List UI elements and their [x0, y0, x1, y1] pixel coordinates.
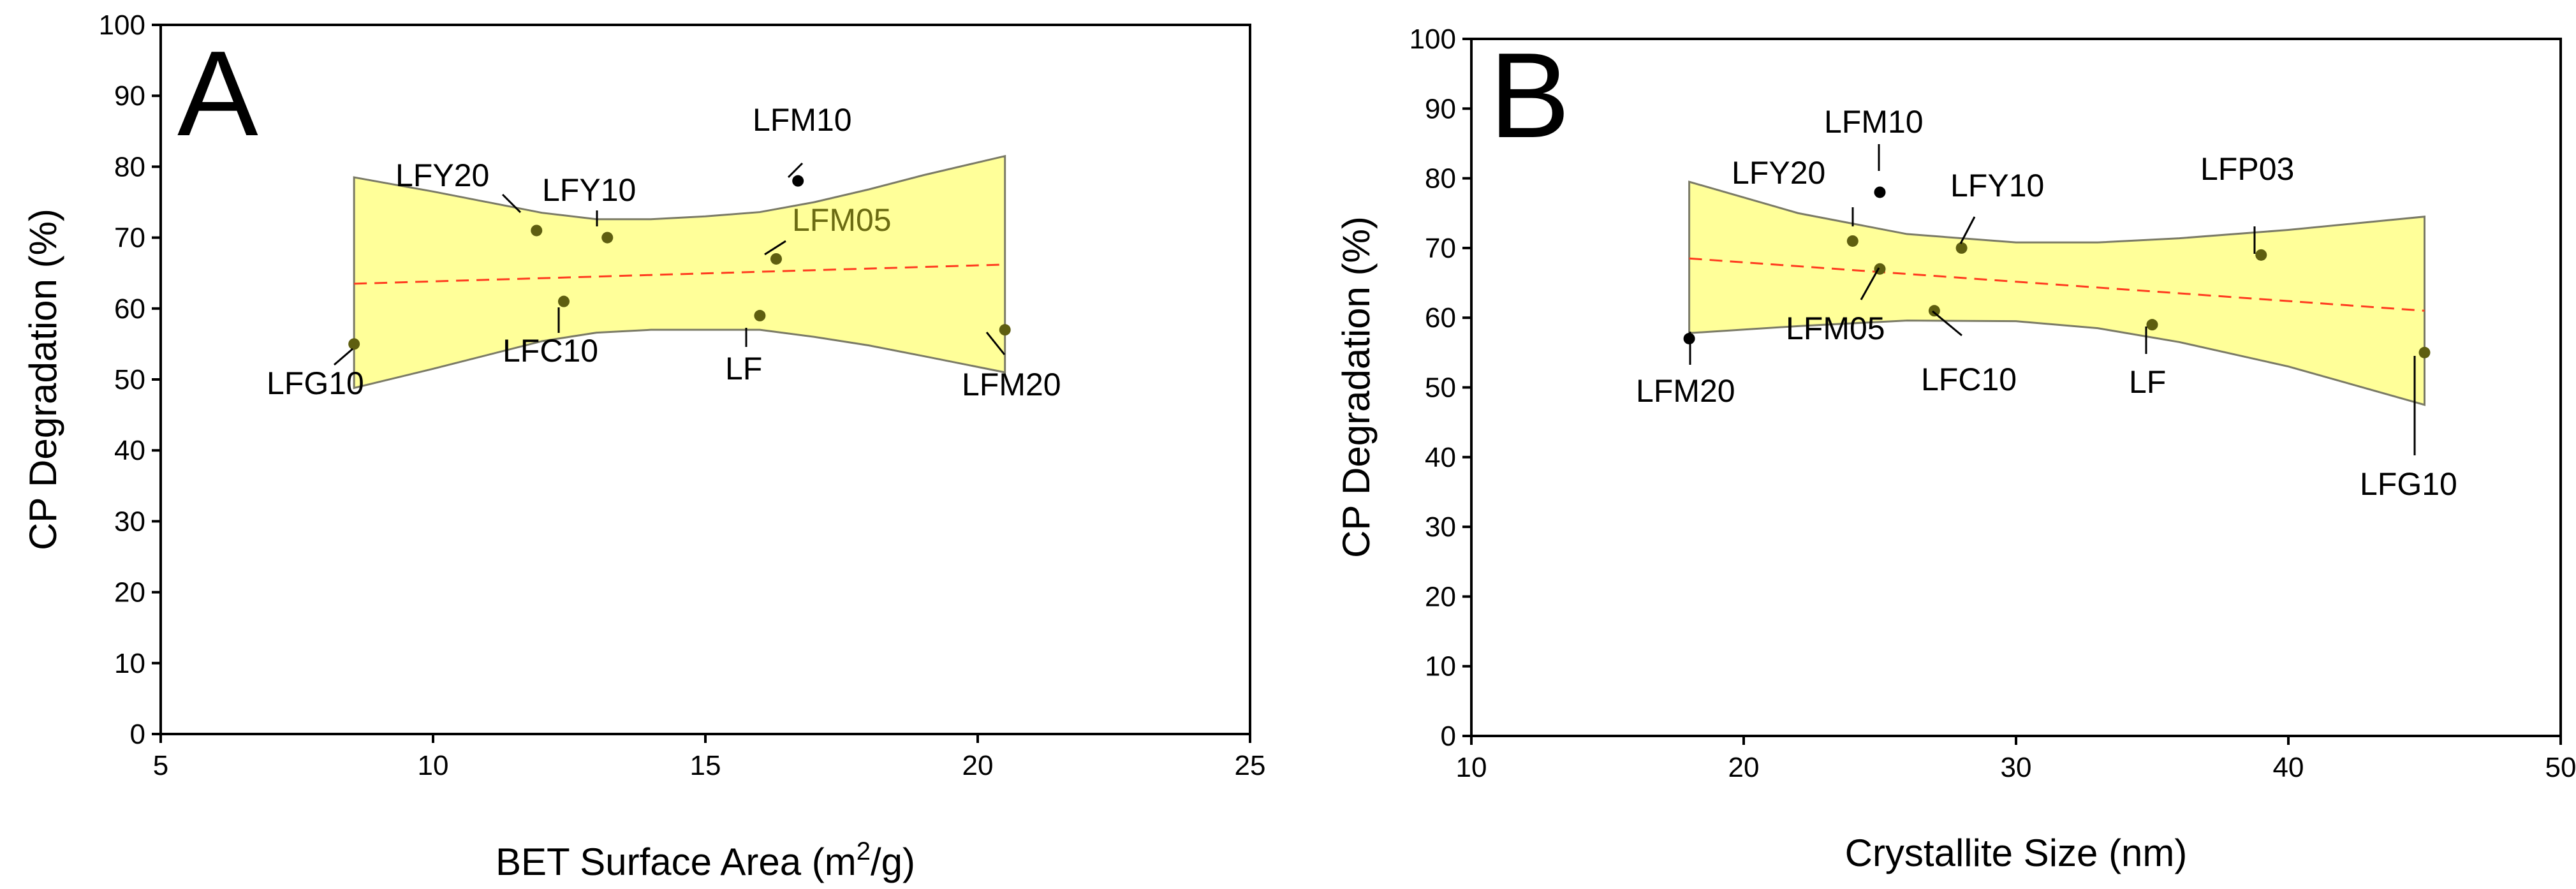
x-tick-label: 30: [2001, 752, 2032, 783]
y-tick-label: 50: [1425, 372, 1456, 404]
leader-line: [985, 332, 1006, 355]
data-point: [1955, 242, 1968, 254]
y-tick-label: 100: [1409, 24, 1456, 55]
y-axis-title-a: CP Degradation (%): [22, 209, 64, 550]
y-tick-label: 70: [1425, 233, 1456, 264]
y-tick-label: 100: [99, 10, 145, 41]
leader-line: [764, 240, 786, 256]
y-tick-label: 60: [114, 293, 145, 325]
y-tick-label: 0: [1441, 721, 1456, 752]
leader-line: [334, 348, 353, 366]
point-label: LF: [725, 351, 762, 386]
leader-line: [1959, 216, 1976, 244]
confidence-band-b: [1688, 180, 2425, 406]
chart-panel-a: 5 10 15 20 25 0 10 20 30 40 50 60 70 80 90 100 A BET S…: [22, 10, 1265, 883]
data-point: [1928, 305, 1940, 317]
y-tick-label: 80: [114, 151, 145, 182]
data-point: [348, 338, 360, 350]
data-point: [2418, 346, 2431, 358]
x-tick-label: 20: [962, 750, 994, 781]
y-tick-label: 80: [1425, 163, 1456, 195]
point-label: LFC10: [503, 333, 598, 369]
point-label: LFY10: [542, 172, 636, 208]
point-label: LF: [2129, 364, 2166, 400]
x-tick-label: 20: [1728, 752, 1760, 783]
data-point: [999, 324, 1011, 336]
point-label: LFY10: [1950, 168, 2044, 203]
y-tick-label: 40: [1425, 442, 1456, 473]
y-tick-label: 90: [114, 80, 145, 112]
x-tick-label: 10: [418, 750, 449, 781]
point-label: LFC10: [1921, 362, 2017, 397]
leader-line: [1860, 267, 1880, 300]
x-axis-title-b: Crystallite Size (nm): [1845, 832, 2188, 874]
point-label: LFM10: [753, 102, 852, 138]
x-tick-label: 40: [2273, 752, 2304, 783]
y-tick-label: 20: [1425, 581, 1456, 612]
point-label: LFM05: [792, 202, 892, 238]
y-axis-ticks-b: 0 10 20 30 40 50 60 70 80 90 100: [1409, 24, 1471, 752]
point-label: LFG10: [2360, 466, 2457, 502]
data-point: [770, 253, 783, 265]
x-axis-ticks-b: 10 20 30 40 50: [1456, 736, 2576, 783]
y-tick-label: 0: [130, 719, 145, 750]
data-points-a: [348, 175, 1011, 350]
point-label: LFP03: [2200, 151, 2294, 187]
y-tick-label: 10: [114, 648, 145, 679]
data-point: [601, 231, 614, 244]
data-point: [531, 224, 543, 237]
data-point: [557, 295, 570, 307]
data-points-b: [1683, 186, 2431, 358]
fit-line-b: [1689, 257, 2425, 312]
fit-line-a: [354, 263, 1005, 285]
point-label: LFM20: [1636, 373, 1735, 409]
data-point: [2255, 249, 2267, 261]
x-tick-label: 5: [153, 750, 168, 781]
data-point: [754, 309, 766, 321]
data-point: [792, 175, 804, 187]
data-point: [1874, 186, 1886, 198]
point-label: LFM05: [1786, 311, 1885, 346]
point-label: LFG10: [267, 365, 364, 401]
point-label: LFY20: [1732, 155, 1825, 191]
panel-letter-b: B: [1489, 28, 1570, 163]
leader-line: [787, 162, 804, 179]
data-point: [2146, 319, 2158, 331]
leader-line: [1932, 310, 1962, 337]
point-label: LFY20: [395, 158, 489, 193]
y-tick-label: 60: [1425, 302, 1456, 334]
y-tick-label: 70: [114, 223, 145, 254]
x-tick-label: 15: [690, 750, 721, 781]
x-tick-label: 50: [2545, 752, 2576, 783]
x-axis-title-a: BET Surface Area (m2/g): [496, 837, 915, 883]
leader-line: [501, 193, 522, 214]
y-tick-label: 50: [114, 364, 145, 395]
x-axis-ticks-a: 5 10 15 20 25: [153, 734, 1266, 781]
panel-letter-a: A: [177, 26, 258, 161]
confidence-band-a: [353, 154, 1006, 390]
data-point: [1846, 235, 1858, 247]
y-tick-label: 40: [114, 435, 145, 466]
x-tick-label: 10: [1456, 752, 1487, 783]
point-label: LFM10: [1824, 104, 1924, 140]
y-tick-label: 10: [1425, 651, 1456, 682]
y-tick-label: 20: [114, 577, 145, 608]
y-tick-label: 30: [114, 506, 145, 537]
y-axis-ticks-a: 0 10 20 30 40 50 60 70 80 90 100: [99, 10, 161, 750]
x-tick-label: 25: [1235, 750, 1266, 781]
point-label: LFM20: [962, 367, 1061, 402]
y-axis-title-b: CP Degradation (%): [1335, 216, 1378, 558]
y-tick-label: 30: [1425, 511, 1456, 543]
y-tick-label: 90: [1425, 93, 1456, 124]
